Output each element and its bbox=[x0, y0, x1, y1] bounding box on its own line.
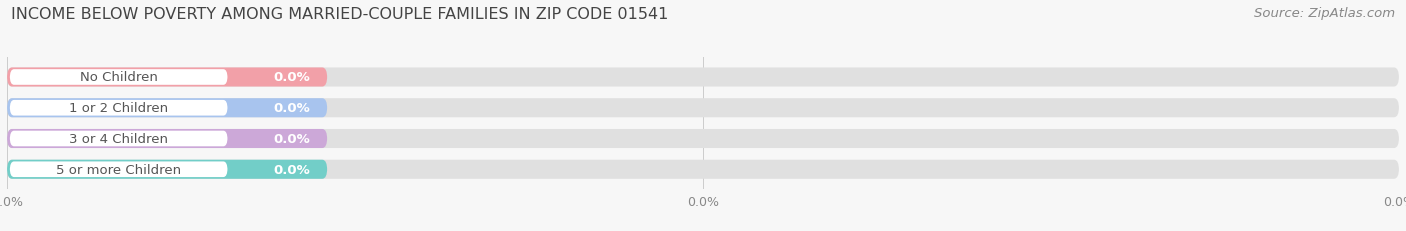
FancyBboxPatch shape bbox=[10, 131, 228, 147]
Text: Source: ZipAtlas.com: Source: ZipAtlas.com bbox=[1254, 7, 1395, 20]
Text: 0.0%: 0.0% bbox=[274, 71, 311, 84]
Text: No Children: No Children bbox=[80, 71, 157, 84]
FancyBboxPatch shape bbox=[10, 162, 228, 177]
FancyBboxPatch shape bbox=[10, 70, 228, 85]
FancyBboxPatch shape bbox=[7, 68, 328, 87]
Text: INCOME BELOW POVERTY AMONG MARRIED-COUPLE FAMILIES IN ZIP CODE 01541: INCOME BELOW POVERTY AMONG MARRIED-COUPL… bbox=[11, 7, 669, 22]
Text: 1 or 2 Children: 1 or 2 Children bbox=[69, 102, 169, 115]
FancyBboxPatch shape bbox=[7, 99, 328, 118]
FancyBboxPatch shape bbox=[7, 160, 1399, 179]
FancyBboxPatch shape bbox=[7, 129, 1399, 148]
Text: 0.0%: 0.0% bbox=[274, 163, 311, 176]
Text: 0.0%: 0.0% bbox=[274, 102, 311, 115]
FancyBboxPatch shape bbox=[7, 99, 1399, 118]
FancyBboxPatch shape bbox=[7, 68, 1399, 87]
FancyBboxPatch shape bbox=[7, 129, 328, 148]
FancyBboxPatch shape bbox=[10, 100, 228, 116]
Text: 3 or 4 Children: 3 or 4 Children bbox=[69, 132, 169, 145]
Text: 0.0%: 0.0% bbox=[274, 132, 311, 145]
Text: 5 or more Children: 5 or more Children bbox=[56, 163, 181, 176]
FancyBboxPatch shape bbox=[7, 160, 328, 179]
